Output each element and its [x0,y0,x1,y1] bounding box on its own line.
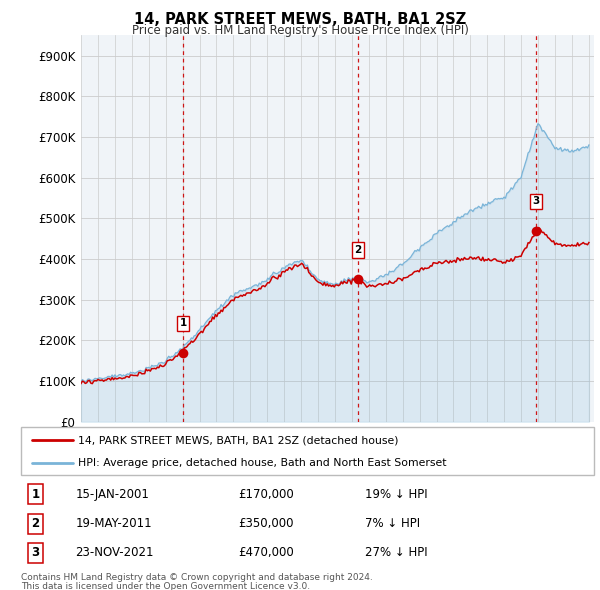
Text: 14, PARK STREET MEWS, BATH, BA1 2SZ: 14, PARK STREET MEWS, BATH, BA1 2SZ [134,12,466,27]
Text: Contains HM Land Registry data © Crown copyright and database right 2024.: Contains HM Land Registry data © Crown c… [21,573,373,582]
Text: 7% ↓ HPI: 7% ↓ HPI [365,517,420,530]
Text: £350,000: £350,000 [239,517,294,530]
Text: Price paid vs. HM Land Registry's House Price Index (HPI): Price paid vs. HM Land Registry's House … [131,24,469,37]
Text: £170,000: £170,000 [239,488,295,501]
Text: 2: 2 [355,245,362,255]
Text: This data is licensed under the Open Government Licence v3.0.: This data is licensed under the Open Gov… [21,582,310,590]
Text: 1: 1 [31,488,40,501]
Text: 14, PARK STREET MEWS, BATH, BA1 2SZ (detached house): 14, PARK STREET MEWS, BATH, BA1 2SZ (det… [78,435,399,445]
Text: 1: 1 [179,318,187,328]
Text: 15-JAN-2001: 15-JAN-2001 [76,488,149,501]
Text: HPI: Average price, detached house, Bath and North East Somerset: HPI: Average price, detached house, Bath… [78,458,447,468]
FancyBboxPatch shape [21,427,594,475]
Text: 19% ↓ HPI: 19% ↓ HPI [365,488,427,501]
Text: 27% ↓ HPI: 27% ↓ HPI [365,546,427,559]
Text: 3: 3 [31,546,40,559]
Text: 19-MAY-2011: 19-MAY-2011 [76,517,152,530]
Text: £470,000: £470,000 [239,546,295,559]
Text: 23-NOV-2021: 23-NOV-2021 [76,546,154,559]
Text: 3: 3 [533,196,540,206]
Text: 2: 2 [31,517,40,530]
